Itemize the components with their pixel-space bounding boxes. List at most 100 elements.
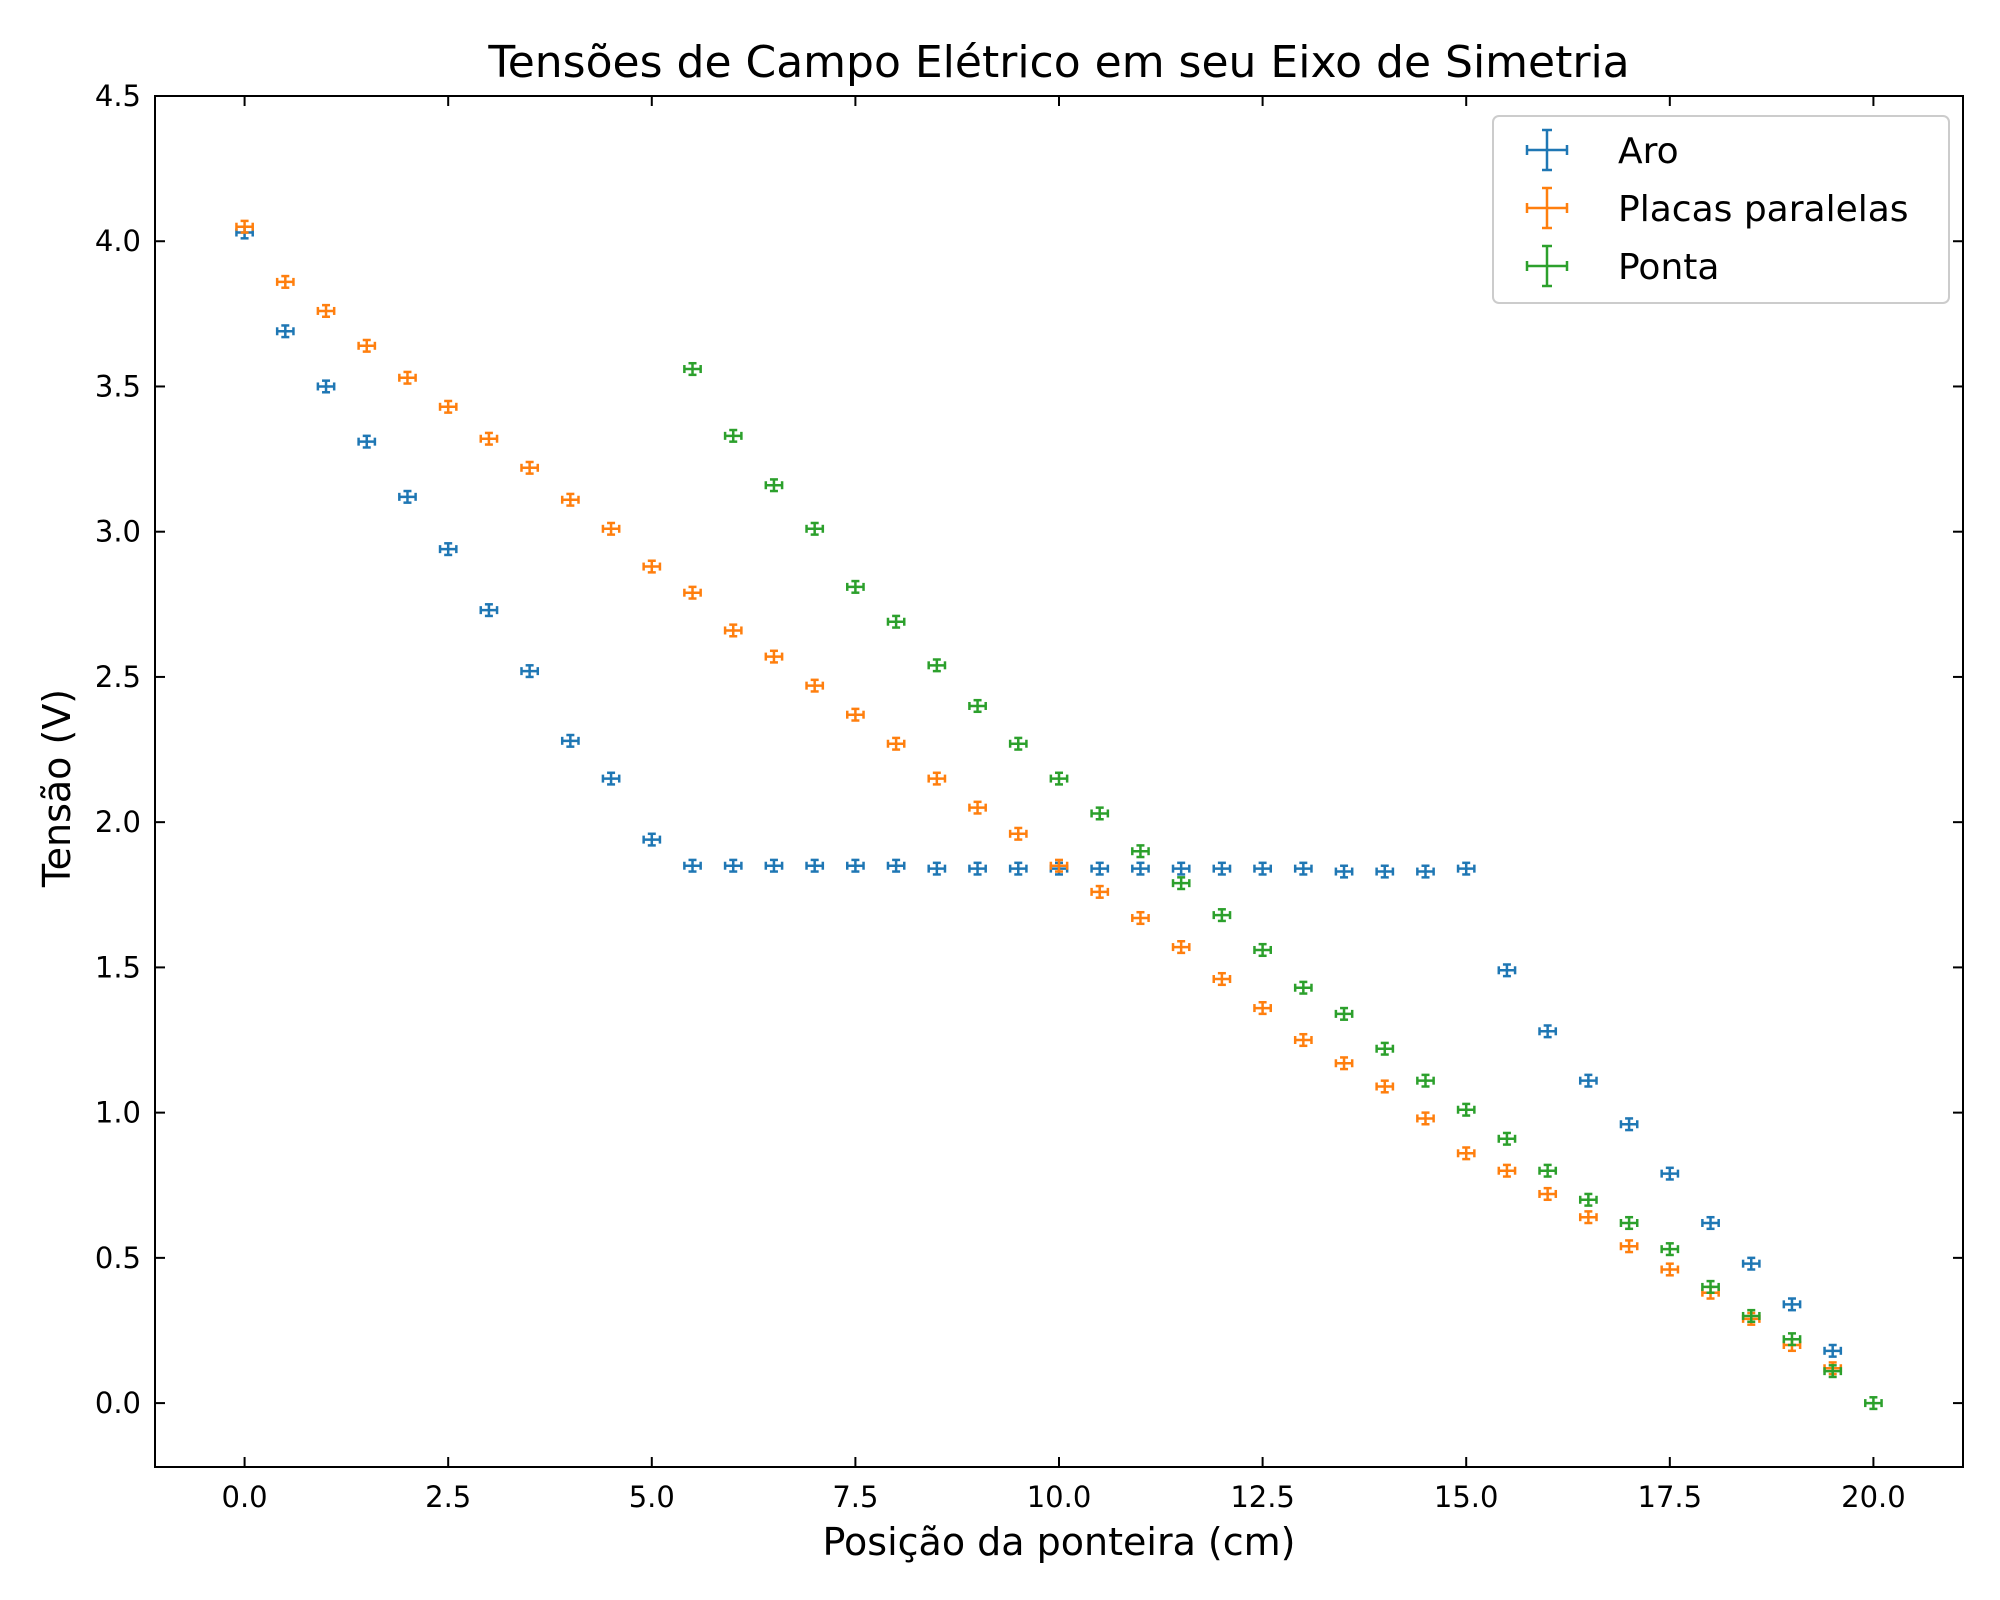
- data-point: [1171, 861, 1191, 876]
- legend-label: Placas paralelas: [1618, 189, 1909, 230]
- data-point: [1741, 1308, 1761, 1324]
- plot-frame: [154, 95, 1964, 1468]
- data-point: [1008, 826, 1028, 841]
- data-point: [1131, 861, 1150, 876]
- data-point: [1497, 1163, 1517, 1178]
- y-tick-label: 4.0: [95, 224, 141, 258]
- data-point: [968, 800, 987, 815]
- data-point: [1864, 1396, 1883, 1411]
- data-point: [1090, 884, 1110, 899]
- data-point: [1619, 1239, 1639, 1254]
- data-point: [398, 489, 417, 504]
- data-point: [1578, 1192, 1598, 1207]
- y-tick-label: 0.5: [95, 1241, 141, 1275]
- data-point: [1782, 1297, 1802, 1312]
- data-point: [1334, 864, 1354, 879]
- data-point: [886, 614, 906, 629]
- data-point: [1741, 1256, 1761, 1271]
- y-tick-label: 0.0: [95, 1386, 141, 1420]
- data-point: [968, 861, 987, 876]
- series-1: [235, 219, 1843, 1376]
- data-point: [683, 361, 702, 377]
- data-point: [1253, 861, 1272, 876]
- x-tick-label: 2.5: [425, 1480, 471, 1514]
- data-point: [683, 585, 702, 600]
- data-point: [1293, 861, 1313, 876]
- data-point: [1253, 1001, 1272, 1016]
- data-point: [1660, 1242, 1680, 1257]
- data-point: [723, 858, 743, 873]
- data-point: [560, 492, 580, 507]
- x-tick-label: 15.0: [1434, 1480, 1499, 1514]
- data-point: [1538, 1024, 1558, 1039]
- data-point: [723, 428, 743, 443]
- data-point: [1008, 736, 1028, 751]
- data-point: [1497, 963, 1517, 978]
- x-tick-label: 17.5: [1638, 1480, 1703, 1514]
- data-point: [357, 338, 377, 353]
- data-point: [927, 771, 947, 786]
- data-point: [1008, 861, 1028, 876]
- legend: Aro Placas paralelas Ponta: [1492, 115, 1950, 304]
- x-tick-label: 20.0: [1841, 1480, 1906, 1514]
- data-point: [275, 324, 295, 339]
- data-point: [1049, 771, 1069, 786]
- data-point: [1090, 861, 1110, 876]
- data-point: [1823, 1364, 1843, 1379]
- data-point: [1619, 1215, 1639, 1231]
- data-point: [1823, 1343, 1843, 1358]
- data-point: [846, 707, 865, 722]
- x-tick-label: 7.5: [832, 1480, 878, 1514]
- data-point: [764, 858, 784, 873]
- data-point: [357, 434, 377, 449]
- chart-title: Tensões de Campo Elétrico em seu Eixo de…: [487, 37, 1629, 88]
- y-tick-label: 1.0: [95, 1096, 141, 1130]
- data-point: [479, 431, 499, 446]
- data-point: [235, 219, 254, 234]
- data-point: [1334, 1006, 1354, 1021]
- legend-label: Aro: [1618, 131, 1679, 172]
- legend-box: [1492, 115, 1950, 304]
- y-tick-label: 3.0: [95, 515, 141, 549]
- data-point: [1212, 971, 1232, 987]
- data-point: [1416, 864, 1435, 879]
- series-0: [235, 225, 1843, 1358]
- data-point: [520, 664, 540, 679]
- legend-marker: [1525, 244, 1569, 288]
- x-tick-label: 5.0: [629, 1480, 675, 1514]
- data-point: [846, 858, 865, 873]
- data-point: [886, 736, 906, 751]
- data-point: [886, 858, 906, 873]
- data-point: [1701, 1279, 1720, 1294]
- x-tick-label: 12.5: [1230, 1480, 1295, 1514]
- data-point: [1334, 1056, 1354, 1071]
- data-point: [601, 771, 621, 786]
- data-point: [1131, 844, 1150, 859]
- data-point: [1375, 1079, 1395, 1094]
- data-point: [764, 649, 784, 664]
- y-tick-label: 1.5: [95, 950, 141, 984]
- data-point: [398, 370, 417, 385]
- y-tick-label: 2.0: [95, 805, 141, 839]
- data-point: [846, 579, 865, 594]
- data-point: [438, 399, 458, 414]
- data-point: [805, 521, 825, 536]
- data-point: [1660, 1262, 1680, 1277]
- data-point: [1456, 861, 1476, 876]
- data-point: [642, 559, 662, 574]
- data-point: [968, 698, 987, 714]
- data-point: [1660, 1166, 1680, 1181]
- data-point: [1171, 876, 1191, 891]
- data-point: [479, 603, 499, 618]
- data-point: [1782, 1332, 1802, 1347]
- data-point: [805, 858, 825, 873]
- data-point: [316, 379, 336, 394]
- data-point: [1293, 1032, 1313, 1048]
- data-point: [560, 733, 580, 748]
- legend-label: Ponta: [1618, 247, 1719, 288]
- data-point: [1049, 858, 1069, 873]
- data-point: [520, 460, 540, 475]
- data-point: [1456, 1102, 1476, 1117]
- y-tick-label: 2.5: [95, 660, 141, 694]
